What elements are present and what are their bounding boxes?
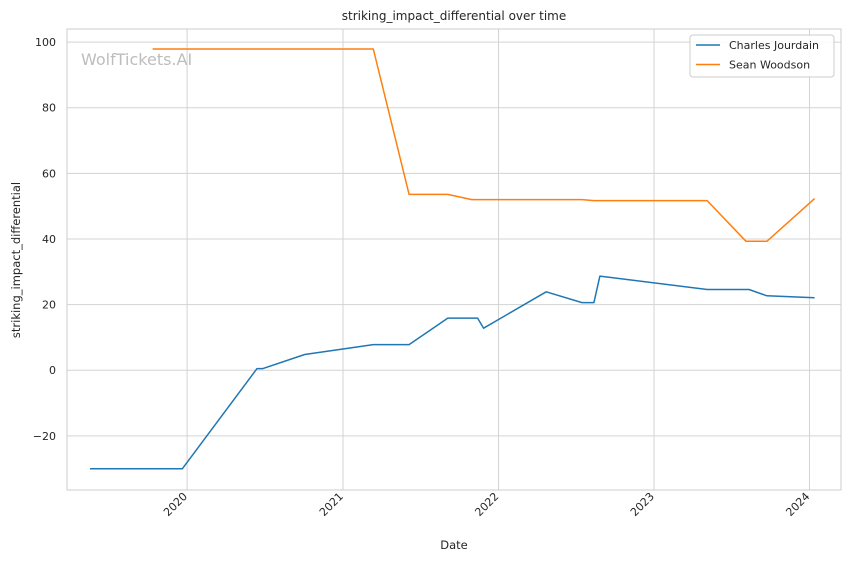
- legend-label-0: Charles Jourdain: [729, 39, 819, 52]
- legend-label-1: Sean Woodson: [729, 59, 810, 72]
- y-tick-label: 40: [42, 233, 56, 246]
- grid: [67, 29, 841, 490]
- legend: Charles Jourdain Sean Woodson: [689, 34, 835, 78]
- y-tick-label: −20: [33, 430, 56, 443]
- y-tick-label: 0: [49, 364, 56, 377]
- y-axis-title: striking_impact_differential: [9, 182, 23, 338]
- y-tick-label: 100: [35, 36, 56, 49]
- watermark: WolfTickets.AI: [81, 50, 192, 69]
- y-tick-label: 60: [42, 167, 56, 180]
- series-line-0: [90, 275, 815, 470]
- y-tick-label: 20: [42, 299, 56, 312]
- x-axis-title: Date: [440, 538, 468, 552]
- chart-title: striking_impact_differential over time: [342, 9, 567, 23]
- legend-box: [689, 34, 835, 78]
- series-line-1: [152, 48, 816, 243]
- series-lines: [90, 48, 816, 470]
- y-tick-label: 80: [42, 102, 56, 115]
- plot-frame: [66, 28, 842, 491]
